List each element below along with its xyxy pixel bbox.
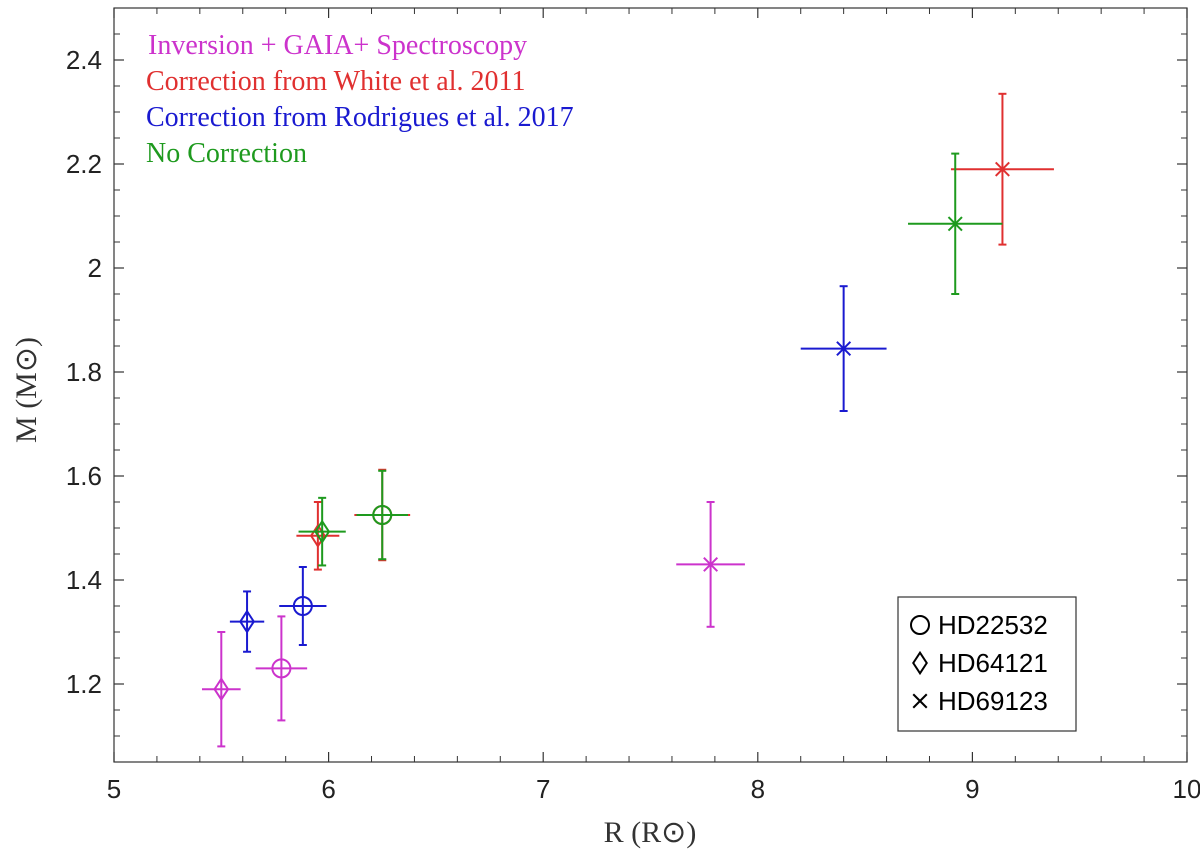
cross-marker	[947, 216, 963, 232]
axis-tick-labels: 5 6 7 8 9 10 1.2 1.4 1.6 1.8 2 2.2 2.4	[66, 45, 1200, 804]
marker-legend: HD22532 HD64121 HD69123	[897, 596, 1077, 732]
marker-legend-box	[897, 596, 1077, 732]
marker-legend-label: HD22532	[938, 610, 1048, 640]
legend-entry: No Correction	[146, 138, 307, 169]
x-axis-title: R (R⊙)	[604, 816, 697, 849]
axis-ticks	[113, 7, 1188, 762]
y-tick-label: 1.2	[66, 669, 102, 699]
x-tick-label: 7	[536, 774, 550, 804]
diamond-marker	[213, 677, 230, 702]
y-tick-label: 2	[88, 253, 102, 283]
data-point-hd64121	[298, 496, 346, 567]
y-tick-label: 1.8	[66, 357, 102, 387]
data-point-hd69123	[950, 92, 1054, 246]
circle-marker	[271, 658, 292, 679]
x-tick-label: 6	[321, 774, 335, 804]
circle-legend-icon	[910, 615, 930, 635]
y-axis-title: M (M⊙)	[10, 337, 43, 443]
series-group	[298, 152, 1003, 567]
circle-marker	[292, 596, 313, 616]
data-series	[201, 92, 1054, 748]
data-point-hd22532	[255, 615, 308, 722]
data-point-hd22532	[356, 469, 409, 561]
data-point-hd69123	[676, 501, 745, 628]
cross-marker	[836, 341, 852, 357]
diamond-legend-icon	[912, 650, 928, 676]
cross-marker	[703, 556, 719, 572]
y-tick-label: 1.4	[66, 565, 102, 595]
circle-marker	[372, 505, 393, 525]
series-group	[201, 501, 745, 748]
data-point-hd69123	[908, 152, 1003, 295]
legend-entry: Correction from White et al. 2011	[146, 66, 525, 97]
data-point-hd22532	[279, 566, 327, 646]
marker-legend-label: HD64121	[938, 648, 1048, 678]
data-point-hd69123	[800, 285, 887, 412]
y-tick-label: 2.2	[66, 149, 102, 179]
diamond-marker	[314, 519, 331, 544]
legend-entry: Inversion + GAIA+ Spectroscopy	[148, 30, 527, 61]
marker-legend-label: HD69123	[938, 686, 1048, 716]
x-tick-label: 5	[107, 774, 121, 804]
diamond-marker	[239, 609, 255, 634]
cross-marker	[994, 161, 1010, 177]
data-point-hd64121	[229, 590, 265, 653]
y-tick-label: 1.6	[66, 461, 102, 491]
cross-legend-icon	[912, 693, 928, 709]
x-tick-label: 8	[751, 774, 765, 804]
series-group	[229, 285, 887, 653]
x-tick-label: 9	[965, 774, 979, 804]
y-tick-label: 2.4	[66, 45, 102, 75]
data-point-hd64121	[201, 631, 241, 748]
legend-entry: Correction from Rodrigues et al. 2017	[146, 102, 574, 133]
x-tick-label: 10	[1173, 774, 1200, 804]
series-legend: Inversion + GAIA+ Spectroscopy Correction…	[146, 30, 574, 169]
